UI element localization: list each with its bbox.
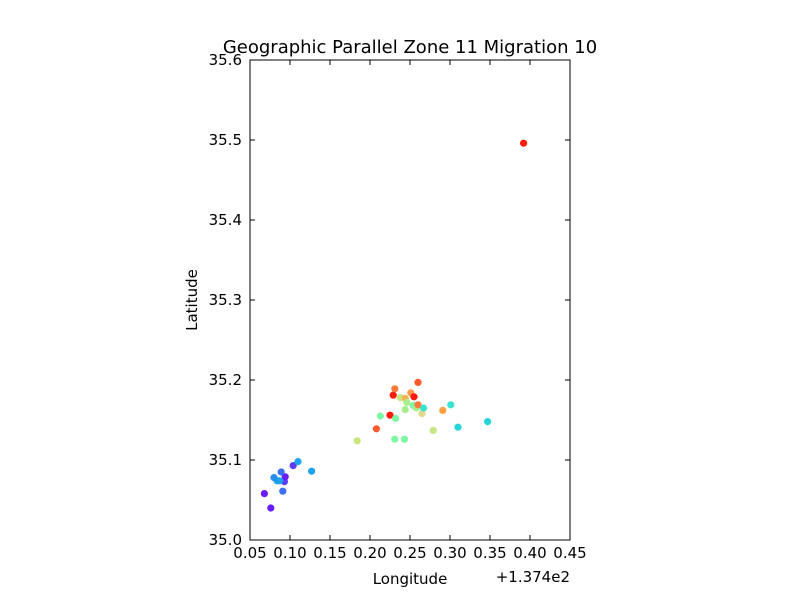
data-point (392, 414, 400, 422)
data-point (447, 401, 455, 409)
x-tick-label: 0.10 (273, 544, 306, 562)
x-tick-label: 0.20 (353, 544, 386, 562)
chart-title: Geographic Parallel Zone 11 Migration 10 (223, 37, 597, 58)
data-point (520, 139, 528, 147)
data-point (400, 435, 408, 443)
data-point (454, 423, 462, 431)
data-point (267, 504, 275, 512)
data-point (391, 385, 399, 393)
y-tick-label: 35.6 (209, 51, 242, 69)
y-tick-label: 35.5 (209, 131, 242, 149)
data-point (386, 411, 394, 419)
plot-frame (249, 59, 571, 541)
data-point (281, 473, 289, 481)
y-tick-label: 35.1 (209, 451, 242, 469)
x-axis-label: Longitude (373, 570, 448, 588)
data-point (294, 458, 302, 466)
y-tick-label: 35.0 (209, 531, 242, 549)
y-axis-ticks: 35.0 35.1 35.2 35.3 35.4 35.5 35.6 (209, 51, 570, 549)
data-point (260, 490, 268, 498)
data-point (418, 410, 426, 418)
x-tick-label: 0.25 (393, 544, 426, 562)
data-point (410, 393, 418, 401)
data-point (429, 426, 437, 434)
data-point (403, 398, 411, 406)
y-tick-label: 35.2 (209, 371, 242, 389)
x-tick-label: 0.15 (313, 544, 346, 562)
x-tick-label: 0.30 (433, 544, 466, 562)
data-point (439, 406, 447, 414)
x-tick-label: 0.45 (553, 544, 586, 562)
data-point (401, 406, 409, 414)
data-point (414, 378, 422, 386)
data-point (279, 487, 287, 495)
y-tick-label: 35.4 (209, 211, 242, 229)
data-point (289, 462, 297, 470)
data-point (420, 404, 428, 412)
data-point (277, 468, 285, 476)
data-point (270, 474, 278, 482)
data-points (260, 139, 528, 512)
data-point (414, 401, 422, 409)
data-point (389, 391, 397, 399)
x-axis-offset-label: +1.374e2 (496, 568, 570, 586)
data-point (391, 435, 399, 443)
data-point (372, 425, 380, 433)
y-axis-label: Latitude (183, 269, 201, 331)
y-tick-label: 35.3 (209, 291, 242, 309)
data-point (276, 477, 284, 485)
data-point (376, 412, 384, 420)
data-point (308, 467, 316, 475)
x-axis-ticks: 0.05 0.10 0.15 0.20 0.25 0.30 0.35 0.40 0.45 (233, 60, 587, 562)
x-tick-label: 0.35 (473, 544, 506, 562)
data-point (484, 418, 492, 426)
data-point (353, 437, 361, 445)
x-tick-label: 0.05 (233, 544, 266, 562)
x-tick-label: 0.40 (513, 544, 546, 562)
